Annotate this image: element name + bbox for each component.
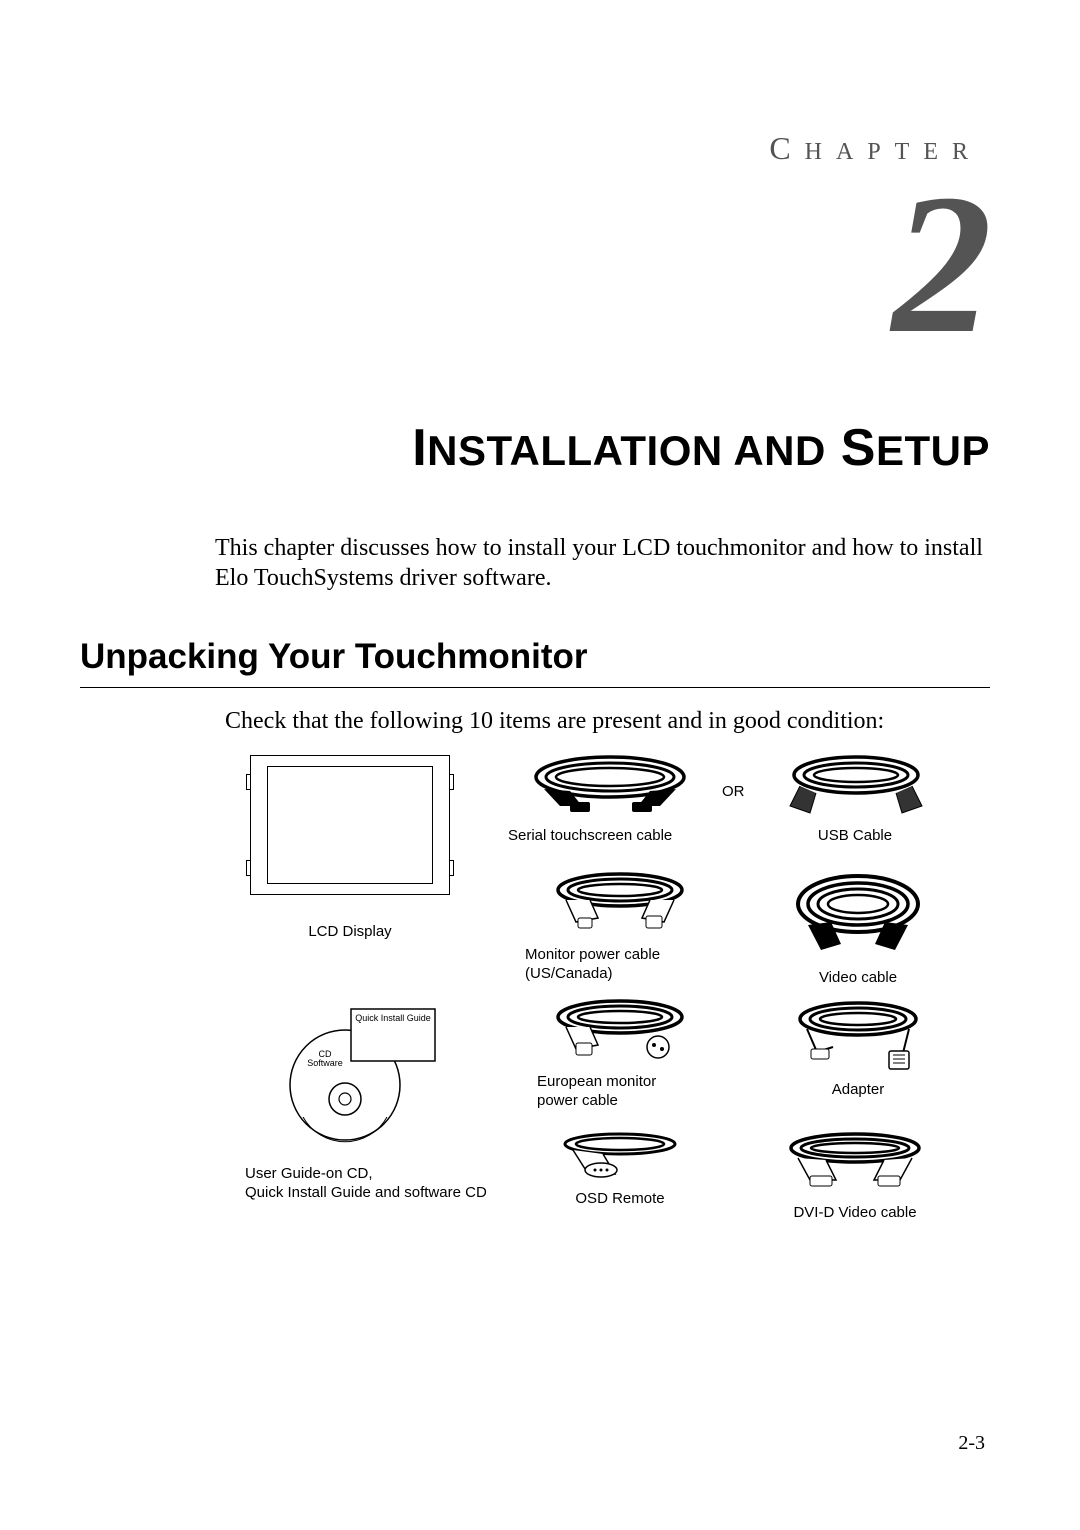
check-text: Check that the following 10 items are pr…	[225, 708, 990, 735]
item-dvi-cable: DVI-D Video cable	[755, 1130, 955, 1223]
item-euro-power: European monitor power cable	[525, 997, 715, 1111]
euro-power-label: European monitor power cable	[537, 1073, 715, 1111]
item-usb-cable: USB Cable	[770, 751, 940, 846]
or-text: OR	[722, 783, 745, 800]
item-lcd: LCD Display	[240, 755, 460, 942]
adapter-icon	[783, 997, 933, 1077]
cd-label: User Guide-on CD, Quick Install Guide an…	[245, 1165, 505, 1203]
cd-icon: Quick Install Guide CD Software	[285, 1007, 440, 1145]
usb-cable-icon	[778, 751, 933, 823]
video-cable-icon	[783, 870, 933, 965]
serial-cable-icon	[520, 751, 700, 823]
usb-label: USB Cable	[770, 827, 940, 846]
item-monitor-power: Monitor power cable (US/Canada)	[525, 870, 715, 984]
page-number: 2-3	[958, 1432, 985, 1455]
euro-power-icon	[540, 997, 700, 1069]
svg-text:Software: Software	[307, 1058, 343, 1068]
lcd-icon	[250, 755, 450, 895]
monitor-power-icon	[540, 870, 700, 942]
chapter-label: CHAPTER	[145, 130, 982, 167]
video-label: Video cable	[763, 969, 953, 988]
item-video-cable: Video cable	[763, 870, 953, 988]
chapter-number: 2	[145, 177, 992, 353]
chapter-title: INSTALLATION AND SETUP	[145, 418, 990, 478]
dvi-cable-icon	[770, 1130, 940, 1200]
items-area: LCD Display Serial touchscreen cable OR …	[225, 755, 990, 1295]
item-serial-cable: Serial touchscreen cable	[500, 751, 720, 846]
section-heading: Unpacking Your Touchmonitor	[80, 637, 990, 677]
item-osd-remote: OSD Remote	[525, 1130, 715, 1209]
osd-label: OSD Remote	[525, 1190, 715, 1209]
chapter-label-c: C	[769, 130, 804, 166]
monitor-power-label: Monitor power cable (US/Canada)	[525, 946, 715, 984]
svg-text:Quick Install Guide: Quick Install Guide	[355, 1013, 431, 1023]
lcd-label: LCD Display	[240, 923, 460, 942]
section-rule	[80, 687, 990, 688]
dvi-label: DVI-D Video cable	[755, 1204, 955, 1223]
item-adapter: Adapter	[763, 997, 953, 1100]
item-cd: Quick Install Guide CD Software User Gui…	[245, 1007, 505, 1203]
intro-text: This chapter discusses how to install yo…	[215, 533, 990, 593]
osd-remote-icon	[545, 1130, 695, 1186]
adapter-label: Adapter	[763, 1081, 953, 1100]
serial-label: Serial touchscreen cable	[508, 827, 720, 846]
